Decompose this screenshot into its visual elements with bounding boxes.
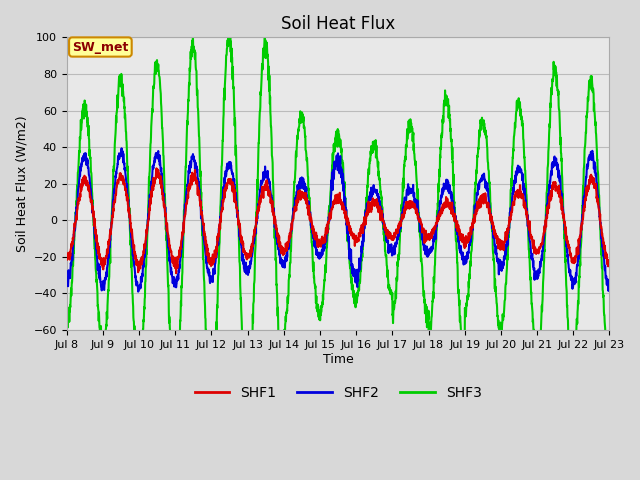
Text: SW_met: SW_met [72,40,129,53]
Legend: SHF1, SHF2, SHF3: SHF1, SHF2, SHF3 [189,380,487,405]
Title: Soil Heat Flux: Soil Heat Flux [281,15,396,33]
Y-axis label: Soil Heat Flux (W/m2): Soil Heat Flux (W/m2) [15,115,28,252]
X-axis label: Time: Time [323,352,353,366]
